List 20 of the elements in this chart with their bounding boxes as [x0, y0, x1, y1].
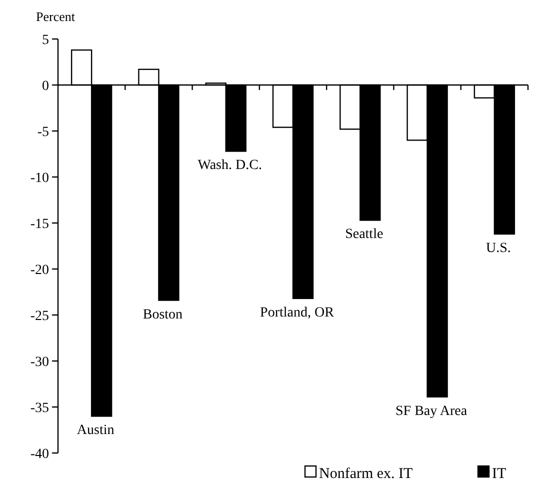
x-tick-label: Wash. D.C.	[198, 158, 262, 174]
x-tick-label: Portland, OR	[260, 305, 335, 320]
y-tick-label: -40	[30, 446, 49, 462]
legend-label: IT	[492, 466, 506, 482]
x-tick-label: SF Bay Area	[396, 404, 468, 419]
y-tick-label: 0	[42, 78, 49, 94]
x-tick-label: Boston	[142, 307, 183, 322]
y-tick-label: 5	[42, 32, 49, 48]
y-tick-label: -25	[30, 308, 49, 324]
y-tick-label: -30	[30, 354, 49, 370]
x-tick-label: Austin	[76, 423, 114, 438]
y-tick-label: -5	[37, 124, 49, 140]
y-tick-label: -15	[30, 216, 49, 232]
x-tick-label: U.S.	[486, 241, 511, 256]
x-tick-label: Seattle	[345, 227, 384, 242]
legend-label: Nonfarm ex. IT	[319, 466, 413, 482]
y-tick-label: -20	[30, 262, 49, 278]
y-tick-label: -10	[30, 170, 49, 186]
y-axis-title: Percent	[36, 9, 76, 24]
y-tick-label: -35	[30, 400, 49, 416]
